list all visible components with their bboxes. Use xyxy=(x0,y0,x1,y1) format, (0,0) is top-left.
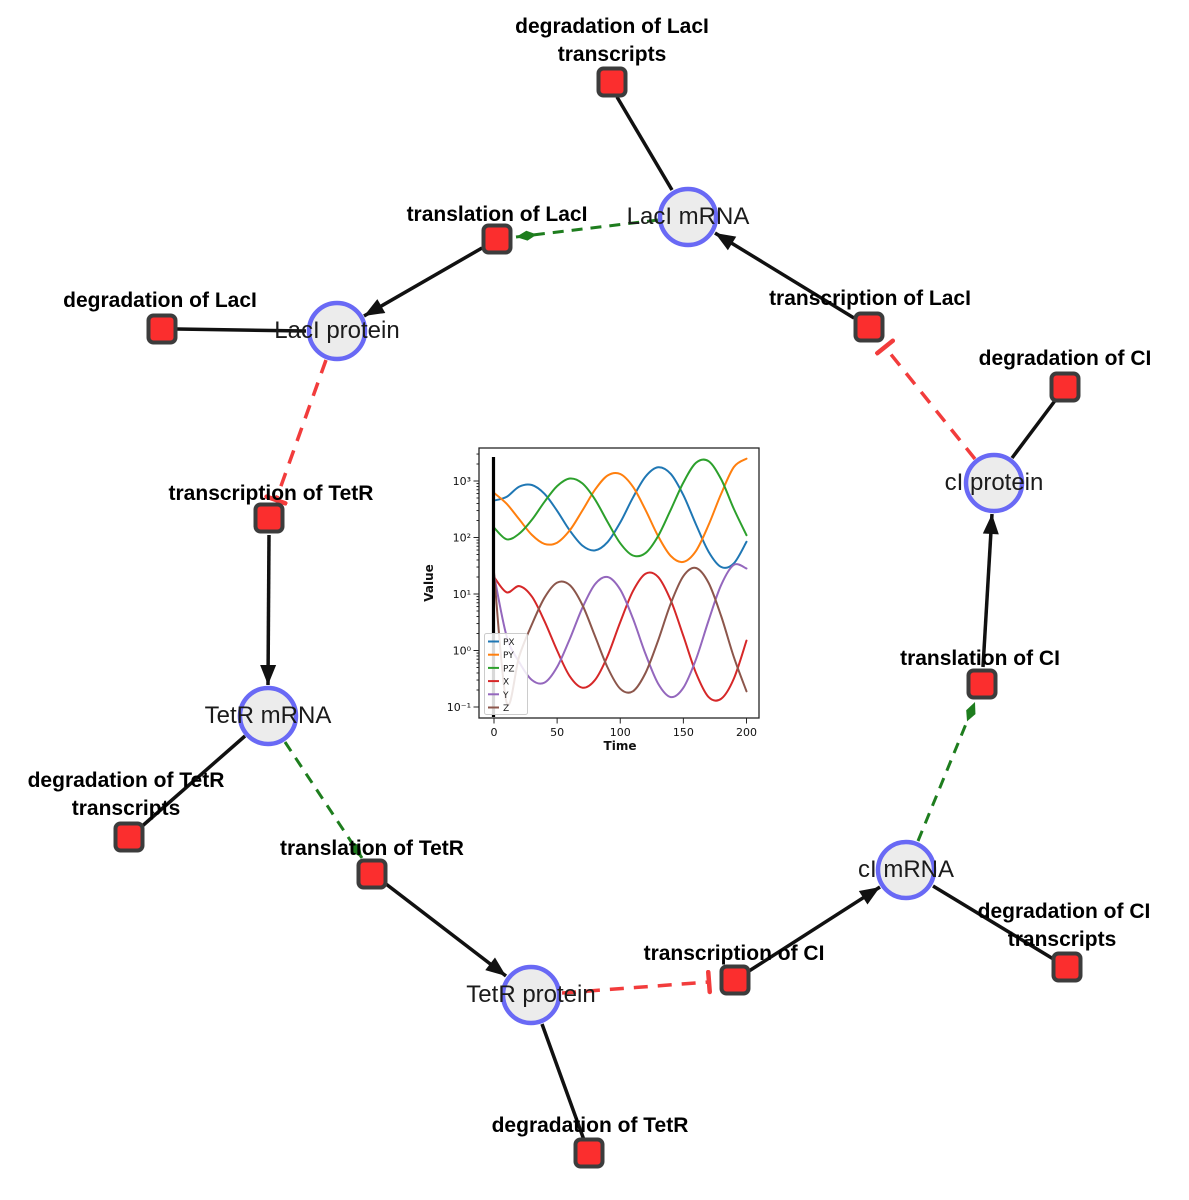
reaction-node-transcription-ci[interactable] xyxy=(719,964,751,996)
reaction-label: transcripts xyxy=(72,797,181,820)
edge-reactant-cimrna-to-degradation-ci-transcripts[interactable] xyxy=(932,884,1056,962)
edge-product-transcription-tetr-to-tetrmrna[interactable] xyxy=(260,534,277,686)
reaction-label: translation of LacI xyxy=(407,203,588,226)
chart-legend: PX PY PZ XYZ xyxy=(484,633,528,715)
edge-modifier-lacimrna-to-translation-laci[interactable] xyxy=(515,218,659,241)
chart-line-Y xyxy=(493,563,748,699)
reaction-label: degradation of TetR xyxy=(28,769,225,792)
chart-line-X xyxy=(493,571,748,702)
edge-layer xyxy=(138,96,1059,1141)
reaction-node-degradation-ci[interactable] xyxy=(1049,371,1081,403)
legend-label-Y: Y xyxy=(502,691,509,701)
legend-label-PZ: PZ xyxy=(503,664,515,674)
reaction-label: degradation of TetR xyxy=(492,1114,689,1137)
reaction-label: translation of TetR xyxy=(280,837,464,860)
species-label: cI mRNA xyxy=(858,856,954,883)
reaction-node-translation-ci[interactable] xyxy=(966,668,998,700)
reaction-label: degradation of LacI xyxy=(515,15,709,38)
reaction-node-degradation-laci[interactable] xyxy=(146,313,178,345)
edge-product-translation-tetr-to-tetrprotein[interactable] xyxy=(384,882,508,978)
chart-line-Z xyxy=(493,566,748,706)
chart-curves xyxy=(493,457,748,706)
edge-modifier-tetrmrna-to-translation-tetr[interactable] xyxy=(283,741,364,859)
y-tick-label: 10⁰ xyxy=(453,645,472,658)
edge-reactant-ciprotein-to-degradation-ci[interactable] xyxy=(1010,396,1059,460)
reaction-node-degradation-laci-transcripts[interactable] xyxy=(596,66,628,98)
x-tick-label: 0 xyxy=(491,726,498,739)
reaction-label: transcription of CI xyxy=(644,942,825,965)
edge-inhibition-laciprotein-to-transcription-tetr[interactable] xyxy=(276,359,328,500)
species-node-laci-protein[interactable] xyxy=(306,300,368,362)
reaction-node-transcription-laci[interactable] xyxy=(853,311,885,343)
edge-reactant-lacimrna-to-degradation-laci-transcripts[interactable] xyxy=(615,96,674,191)
reaction-label: transcription of TetR xyxy=(169,482,374,505)
chart-xlabel: Time xyxy=(604,739,637,753)
edge-product-transcription-laci-to-lacimrna[interactable] xyxy=(714,231,855,320)
x-tick-label: 200 xyxy=(736,726,757,739)
legend-label-PY: PY xyxy=(503,651,514,661)
reaction-node-translation-tetr[interactable] xyxy=(356,858,388,890)
species-node-ci-protein[interactable] xyxy=(963,452,1025,514)
reaction-label: transcripts xyxy=(558,43,667,66)
legend-label-PX: PX xyxy=(503,638,515,648)
reaction-node-degradation-tetr[interactable] xyxy=(573,1137,605,1169)
edge-inhibition-tetrprotein-to-transcription-ci[interactable] xyxy=(561,982,709,995)
edge-reactant-tetrprotein-to-degradation-tetr[interactable] xyxy=(540,1023,586,1141)
edge-inhibition-ciprotein-to-transcription-laci[interactable] xyxy=(885,347,977,461)
species-node-tetr-mrna[interactable] xyxy=(237,685,299,747)
reaction-label: translation of CI xyxy=(900,647,1060,670)
label-layer: LacI mRNA LacI protein TetR mRNA TetR pr… xyxy=(28,15,1152,1137)
reaction-node-translation-laci[interactable] xyxy=(481,223,513,255)
edge-product-transcription-ci-to-cimrna[interactable] xyxy=(748,885,881,973)
legend-label-X: X xyxy=(503,678,509,688)
edge-reactant-tetrmrna-to-degradation-tetr-transcripts[interactable] xyxy=(138,734,247,830)
node-layer xyxy=(113,66,1083,1169)
reaction-label: degradation of CI xyxy=(978,900,1151,923)
legend-label-Z: Z xyxy=(503,704,509,714)
edge-product-translation-laci-to-laciprotein[interactable] xyxy=(363,246,483,318)
y-tick-label: 10² xyxy=(453,532,471,545)
chart-ticks: 10⁻¹ 10⁰ 10¹ 10² 10³ 0 50 100 150 200 xyxy=(447,453,757,739)
chart-line-PZ xyxy=(493,458,748,558)
reaction-node-degradation-tetr-transcripts[interactable] xyxy=(113,821,145,853)
y-tick-label: 10¹ xyxy=(453,588,471,601)
species-label: LacI mRNA xyxy=(627,203,750,230)
x-tick-label: 50 xyxy=(550,726,564,739)
reaction-label: degradation of LacI xyxy=(63,289,257,312)
x-tick-label: 150 xyxy=(673,726,694,739)
reaction-label: degradation of CI xyxy=(979,347,1152,370)
species-label: LacI protein xyxy=(274,317,399,344)
y-tick-label: 10⁻¹ xyxy=(447,701,471,714)
species-label: TetR mRNA xyxy=(205,702,332,729)
chart-line-PY xyxy=(493,457,748,564)
y-tick-label: 10³ xyxy=(453,475,471,488)
species-node-laci-mrna[interactable] xyxy=(657,186,719,248)
edge-modifier-cimrna-to-translation-ci[interactable] xyxy=(916,701,977,842)
chart-line-PX xyxy=(493,466,748,569)
reaction-label: transcripts xyxy=(1008,928,1117,951)
species-node-tetr-protein[interactable] xyxy=(500,964,562,1026)
x-tick-label: 100 xyxy=(610,726,631,739)
reaction-node-transcription-tetr[interactable] xyxy=(253,502,285,534)
reaction-node-degradation-ci-transcripts[interactable] xyxy=(1051,951,1083,983)
species-label: cI protein xyxy=(945,469,1044,496)
edge-product-translation-ci-to-ciprotein[interactable] xyxy=(981,513,999,668)
chart-ylabel: Value xyxy=(422,564,436,602)
edge-reactant-laciprotein-to-degradation-laci[interactable] xyxy=(176,327,307,333)
species-label: TetR protein xyxy=(466,981,595,1008)
reaction-label: transcription of LacI xyxy=(769,287,971,310)
species-node-ci-mrna[interactable] xyxy=(875,839,937,901)
